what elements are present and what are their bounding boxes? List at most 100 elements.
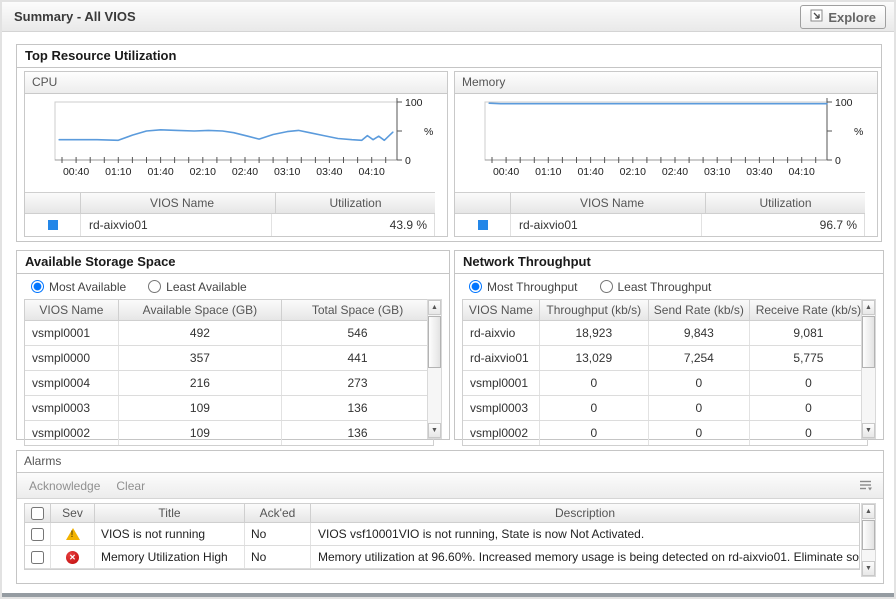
vios-name-column-header[interactable]: VIOS Name: [25, 300, 119, 320]
alarm-acked: No: [245, 546, 311, 568]
most-available-radio[interactable]: [31, 280, 44, 293]
panel-alarms: Alarms Acknowledge Clear Sev Title Ack'e…: [16, 450, 884, 584]
alarms-scrollbar[interactable]: ▲ ▼: [861, 503, 876, 577]
storage-scrollbar[interactable]: ▲ ▼: [427, 299, 442, 439]
svg-text:01:10: 01:10: [535, 166, 561, 178]
svg-text:03:10: 03:10: [274, 166, 300, 178]
total-space-value: 273: [347, 376, 368, 390]
svg-text:0: 0: [835, 155, 841, 167]
svg-text:01:10: 01:10: [105, 166, 131, 178]
scrollbar-thumb[interactable]: [428, 316, 441, 368]
table-row[interactable]: vsmpl0002 109 136: [25, 421, 433, 445]
vios-name: vsmpl0001: [25, 321, 119, 345]
svg-text:100: 100: [835, 97, 853, 109]
scrollbar-thumb[interactable]: [862, 520, 875, 550]
table-row[interactable]: vsmpl0002 0 0 0: [463, 421, 867, 445]
total-space-column-header[interactable]: Total Space (GB): [311, 303, 404, 317]
scroll-up-icon[interactable]: ▲: [428, 300, 441, 315]
svg-text:02:40: 02:40: [232, 166, 258, 178]
network-scrollbar[interactable]: ▲ ▼: [861, 299, 876, 439]
explore-button[interactable]: Explore: [800, 5, 886, 29]
panel-title: Available Storage Space: [17, 251, 449, 274]
table-row[interactable]: vsmpl0004 216 273: [25, 371, 433, 396]
network-table-body: rd-aixvio 18,923 9,843 9,081 rd-aixvio01…: [463, 321, 867, 445]
vios-name: rd-aixvio01: [81, 214, 272, 236]
vios-name: vsmpl0001: [463, 371, 540, 395]
explore-icon: [810, 9, 823, 25]
vios-name: vsmpl0002: [25, 421, 119, 445]
most-available-option[interactable]: Most Available: [31, 280, 126, 294]
available-space-column-header[interactable]: Available Space (GB): [119, 300, 283, 320]
customize-table-icon[interactable]: [857, 479, 873, 494]
table-row[interactable]: vsmpl0001 0 0 0: [463, 371, 867, 396]
vios-name-column-header: VIOS Name: [511, 193, 707, 213]
network-radio-group: Most Throughput Least Throughput: [455, 274, 883, 299]
total-space-value: 136: [347, 401, 368, 415]
throughput-value: 0: [540, 396, 649, 420]
send-rate-value: 7,254: [649, 346, 750, 370]
alarm-row-checkbox[interactable]: [31, 527, 44, 541]
scrollbar-thumb[interactable]: [862, 316, 875, 368]
scroll-down-icon[interactable]: ▼: [862, 423, 875, 438]
alarms-panel-title: Alarms: [17, 451, 883, 473]
svg-text:%: %: [424, 126, 433, 138]
table-row[interactable]: vsmpl0000 357 441: [25, 346, 433, 371]
storage-radio-group: Most Available Least Available: [17, 274, 449, 299]
scroll-down-icon[interactable]: ▼: [428, 423, 441, 438]
throughput-column-header[interactable]: Throughput (kb/s): [540, 300, 649, 320]
vios-name-column-header[interactable]: VIOS Name: [463, 300, 540, 320]
least-throughput-option[interactable]: Least Throughput: [599, 280, 711, 294]
table-row[interactable]: rd-aixvio 18,923 9,843 9,081: [463, 321, 867, 346]
window-bottom-edge: [2, 593, 894, 597]
description-column-header[interactable]: Description: [554, 506, 616, 520]
vios-name: vsmpl0000: [25, 346, 119, 370]
available-space-value: 357: [119, 346, 283, 370]
utilization-value: 96.7 %: [819, 218, 857, 232]
select-all-cell: [25, 504, 51, 522]
available-space-value: 109: [119, 396, 283, 420]
alarm-row[interactable]: VIOS is not running No VIOS vsf10001VIO …: [25, 523, 859, 546]
scroll-up-icon[interactable]: ▲: [862, 504, 875, 519]
most-throughput-option[interactable]: Most Throughput: [469, 280, 578, 294]
page-title: Summary - All VIOS: [14, 9, 136, 24]
acknowledge-button[interactable]: Acknowledge: [29, 478, 101, 493]
window-titlebar: Summary - All VIOS Explore: [2, 2, 894, 32]
table-row[interactable]: rd-aixvio01 96.7 %: [455, 214, 865, 236]
title-column-header[interactable]: Title: [95, 504, 245, 522]
receive-rate-value: 5,775: [793, 351, 824, 365]
send-rate-value: 0: [649, 421, 750, 445]
vios-name: vsmpl0003: [25, 396, 119, 420]
table-row[interactable]: vsmpl0003 109 136: [25, 396, 433, 421]
most-throughput-radio[interactable]: [469, 280, 482, 293]
table-row[interactable]: rd-aixvio01 13,029 7,254 5,775: [463, 346, 867, 371]
alarm-row[interactable]: Memory Utilization High No Memory utiliz…: [25, 546, 859, 569]
svg-text:02:10: 02:10: [620, 166, 646, 178]
severity-column-header[interactable]: Sev: [51, 504, 95, 522]
vios-name: vsmpl0002: [463, 421, 540, 445]
alarm-row-checkbox[interactable]: [31, 550, 44, 564]
least-available-option[interactable]: Least Available: [148, 280, 247, 294]
alarms-table-body: VIOS is not running No VIOS vsf10001VIO …: [25, 523, 859, 569]
send-rate-column-header[interactable]: Send Rate (kb/s): [649, 300, 750, 320]
table-row[interactable]: rd-aixvio01 43.9 %: [25, 214, 435, 236]
alarm-title: Memory Utilization High: [95, 546, 245, 568]
receive-rate-column-header[interactable]: Receive Rate (kb/s): [755, 303, 862, 317]
scroll-down-icon[interactable]: ▼: [862, 561, 875, 576]
available-space-value: 216: [119, 371, 283, 395]
least-throughput-radio[interactable]: [599, 280, 613, 293]
memory-subpanel-title: Memory: [455, 72, 877, 94]
svg-text:04:10: 04:10: [789, 166, 815, 178]
network-table-header-row: VIOS Name Throughput (kb/s) Send Rate (k…: [463, 300, 867, 321]
table-row[interactable]: vsmpl0003 0 0 0: [463, 396, 867, 421]
table-row[interactable]: vsmpl0001 492 546: [25, 321, 433, 346]
memory-subpanel: Memory 00:40 01:10 01:40 02:10 02:40 03:10 03:…: [454, 71, 878, 237]
select-all-checkbox[interactable]: [31, 506, 44, 520]
send-rate-value: 0: [649, 396, 750, 420]
send-rate-value: 9,843: [649, 321, 750, 345]
acked-column-header[interactable]: Ack'ed: [245, 504, 311, 522]
scroll-up-icon[interactable]: ▲: [862, 300, 875, 315]
cpu-subpanel: CPU 00:40 01:10 01:40 02:10 02:40 03:10 03:40 0…: [24, 71, 448, 237]
least-available-radio[interactable]: [148, 280, 162, 293]
memory-legend-table: VIOS Name Utilization rd-aixvio01 96.7 %: [455, 192, 865, 236]
clear-button[interactable]: Clear: [116, 478, 146, 493]
